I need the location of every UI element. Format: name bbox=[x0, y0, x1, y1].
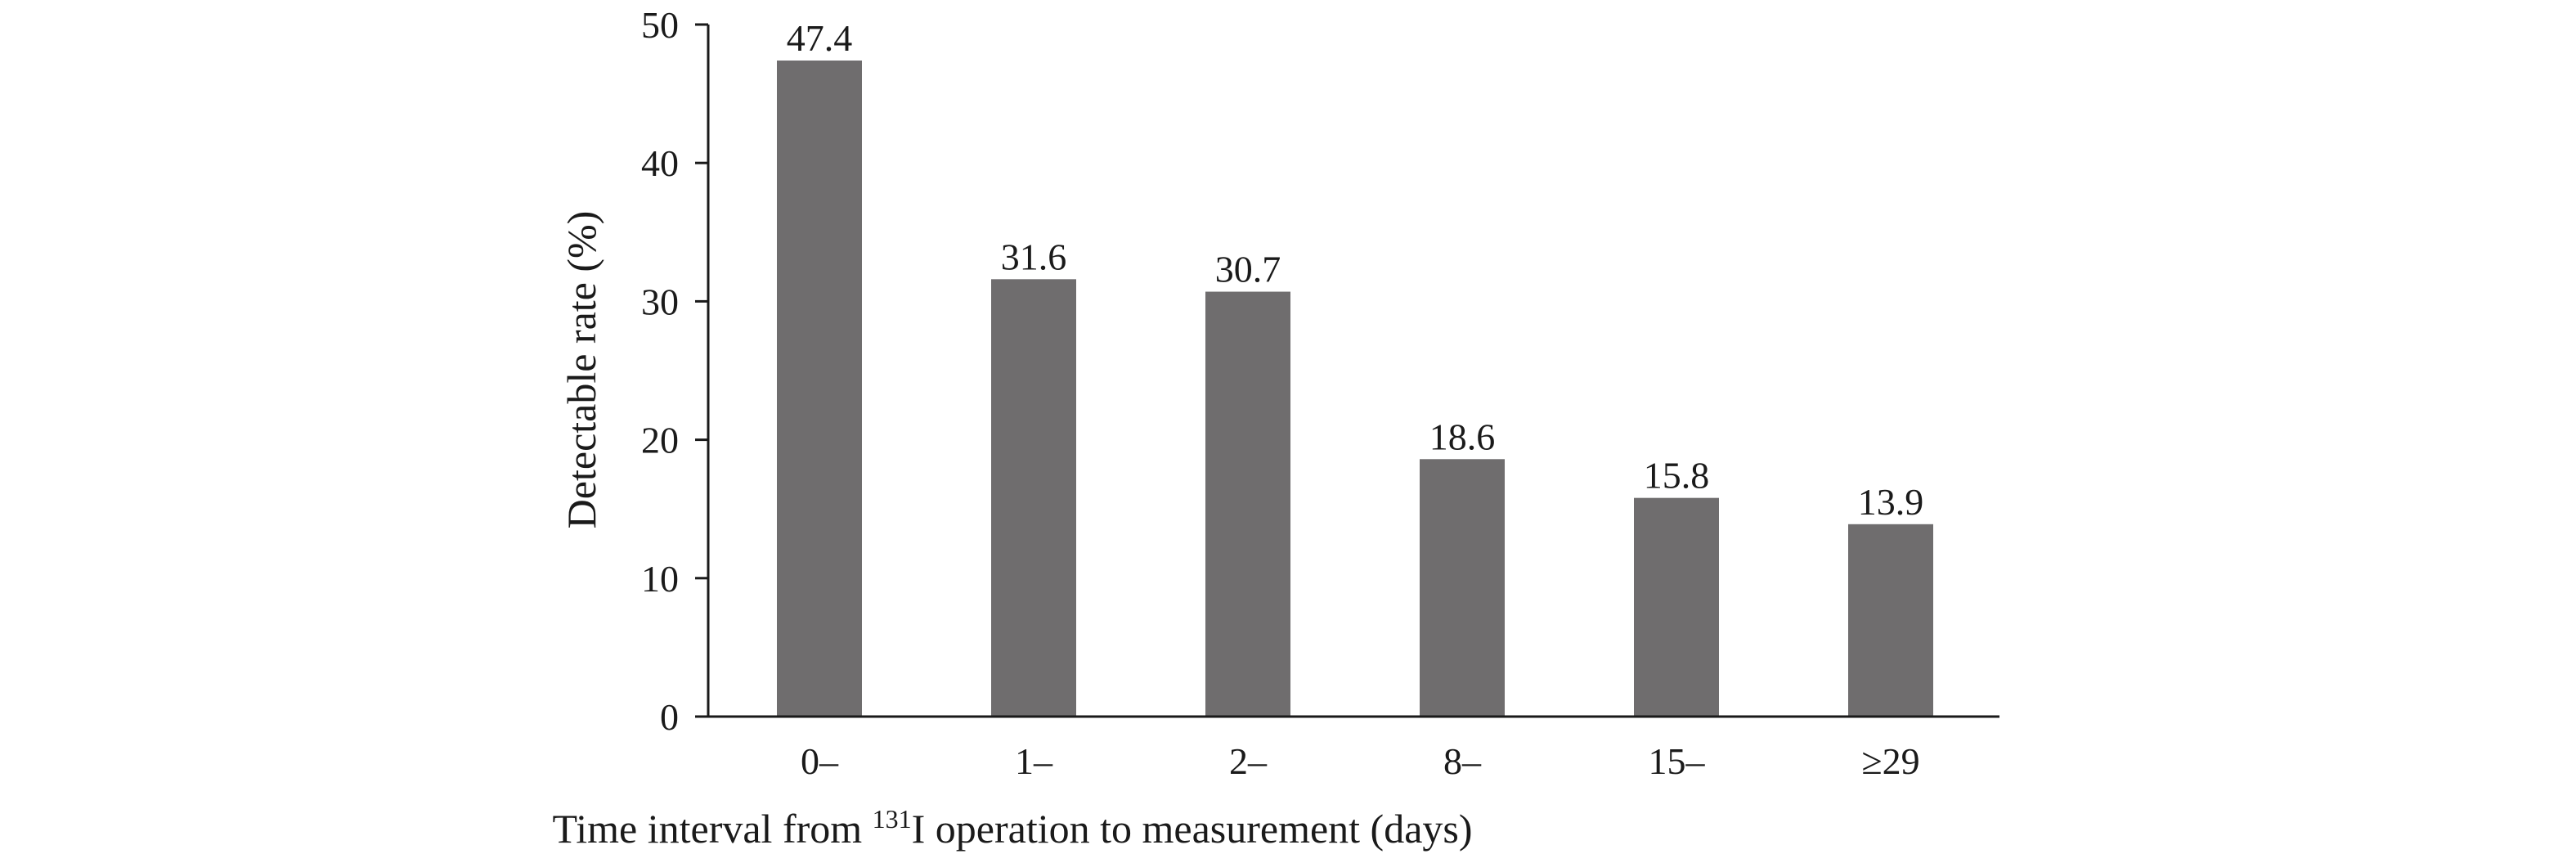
x-axis-label-suffix: I operation to measurement (days) bbox=[912, 806, 1473, 852]
bars bbox=[777, 60, 1933, 717]
x-axis-tick-labels: 0– 1– 2– 8– 15– ≥29 bbox=[801, 740, 1920, 782]
x-axis-label-superscript: 131 bbox=[873, 804, 912, 834]
bar-value-label: 47.4 bbox=[787, 17, 853, 59]
bar-value-label: 13.9 bbox=[1858, 481, 1924, 523]
bar-value-label: 31.6 bbox=[1001, 236, 1067, 277]
x-tick-label: 1– bbox=[1015, 740, 1053, 782]
y-tick-label: 10 bbox=[641, 558, 679, 600]
bar bbox=[991, 279, 1076, 717]
bar-value-label: 18.6 bbox=[1429, 416, 1496, 457]
bar bbox=[777, 60, 862, 717]
bar-value-label: 15.8 bbox=[1644, 455, 1710, 497]
x-tick-label: ≥29 bbox=[1861, 740, 1919, 782]
y-tick-label: 50 bbox=[641, 4, 679, 46]
y-tick-label: 40 bbox=[641, 142, 679, 184]
x-tick-label: 8– bbox=[1443, 740, 1482, 782]
bar bbox=[1634, 497, 1719, 717]
y-tick-label: 30 bbox=[641, 281, 679, 322]
x-axis-label-prefix: Time interval from bbox=[552, 806, 872, 852]
bar-value-label: 30.7 bbox=[1215, 249, 1281, 290]
y-axis-ticks: 0 10 20 30 40 50 bbox=[641, 4, 708, 738]
y-tick-label: 20 bbox=[641, 420, 679, 461]
x-tick-label: 15– bbox=[1649, 740, 1706, 782]
y-axis-label: Detectable rate (%) bbox=[559, 211, 604, 529]
x-tick-label: 2– bbox=[1229, 740, 1268, 782]
x-axis-label: Time interval from 131I operation to mea… bbox=[552, 804, 1472, 852]
x-tick-label: 0– bbox=[801, 740, 839, 782]
y-tick-label: 0 bbox=[660, 696, 679, 738]
bar bbox=[1848, 524, 1933, 717]
bar bbox=[1205, 291, 1290, 717]
bar-value-labels: 47.4 31.6 30.7 18.6 15.8 13.9 bbox=[787, 17, 1924, 523]
bar bbox=[1420, 459, 1505, 717]
